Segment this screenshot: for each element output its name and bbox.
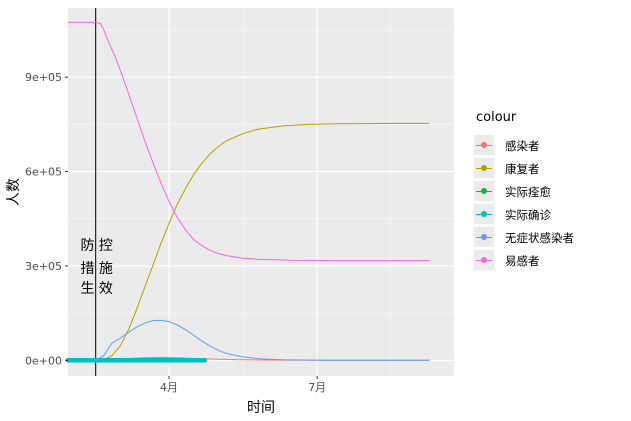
legend-item: 感染者 <box>474 134 624 157</box>
legend-item: 康复者 <box>474 157 624 180</box>
plot-panel <box>68 8 454 376</box>
legend: colour 感染者 康复者 实际痊愈 实际确诊 无症状感染者 易感者 <box>474 110 624 272</box>
axis-ticks: 0e+00 3e+05 6e+05 9e+05 4月 7月 <box>25 71 326 394</box>
y-axis-label: 人数 <box>6 178 22 206</box>
legend-label: 感染者 <box>505 139 540 153</box>
legend-label: 实际确诊 <box>505 208 551 222</box>
legend-label: 康复者 <box>505 162 540 176</box>
legend-title: colour <box>476 110 517 125</box>
legend-key <box>474 135 494 155</box>
series-line <box>95 319 430 361</box>
x-tick-label: 4月 <box>160 381 178 394</box>
legend-label: 无症状感染者 <box>505 231 574 245</box>
legend-item: 实际痊愈 <box>474 180 624 203</box>
y-tick-label: 9e+05 <box>25 71 62 84</box>
x-tick-label: 7月 <box>308 381 326 394</box>
x-axis-label: 时间 <box>247 400 275 416</box>
legend-item: 无症状感染者 <box>474 226 624 249</box>
legend-label: 易感者 <box>505 254 540 268</box>
y-tick-label: 6e+05 <box>25 166 62 179</box>
series-line <box>68 21 430 262</box>
y-tick-label: 0e+00 <box>25 354 62 367</box>
legend-key <box>474 250 494 270</box>
series-layer <box>65 21 430 363</box>
legend-key <box>474 227 494 247</box>
legend-item: 易感者 <box>474 249 624 272</box>
annotation-line: 防 控 <box>80 238 112 254</box>
annotation-line: 措 施 <box>80 261 112 277</box>
annotation-line: 生 效 <box>80 281 112 297</box>
y-tick-label: 3e+05 <box>25 260 62 273</box>
legend-key <box>474 158 494 178</box>
legend-item: 实际确诊 <box>474 203 624 226</box>
legend-key <box>474 204 494 224</box>
legend-key <box>474 181 494 201</box>
legend-label: 实际痊愈 <box>505 185 551 199</box>
